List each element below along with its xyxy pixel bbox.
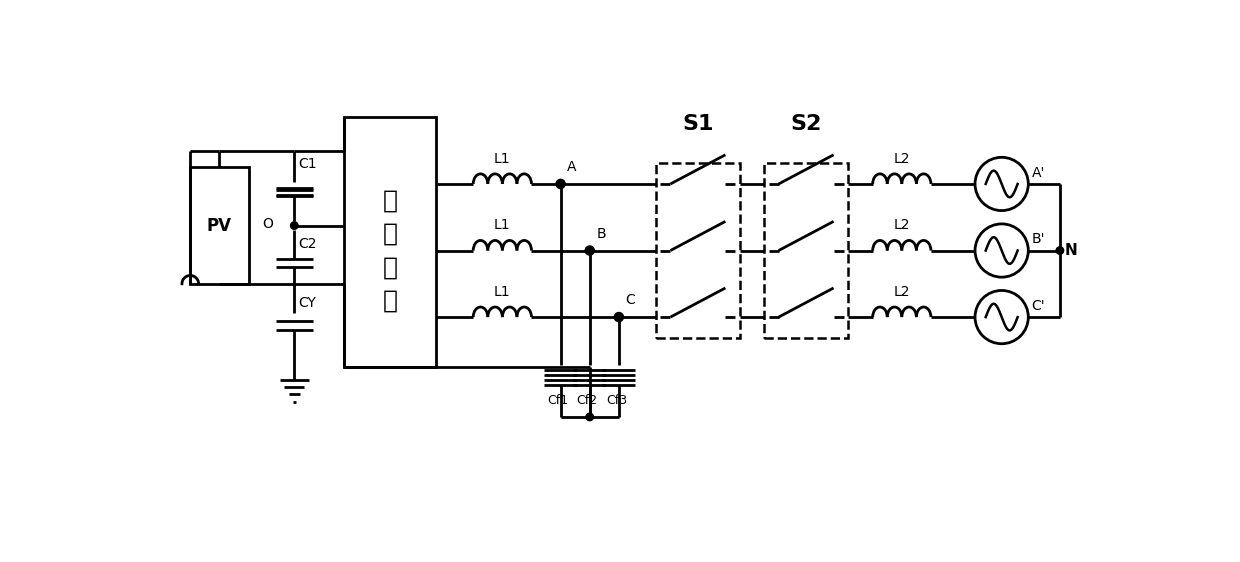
Text: C': C' [1032, 299, 1045, 313]
Text: O: O [263, 217, 274, 231]
Bar [345, 117, 435, 367]
Text: S2: S2 [790, 114, 822, 134]
Text: L2: L2 [894, 285, 910, 299]
Text: L1: L1 [494, 218, 511, 232]
Text: 变: 变 [382, 222, 398, 246]
Text: Cf2: Cf2 [577, 393, 598, 407]
Text: B: B [596, 226, 606, 241]
Text: A': A' [1032, 166, 1045, 180]
Circle shape [587, 413, 594, 421]
Text: 元: 元 [382, 288, 398, 312]
Text: CY: CY [299, 296, 316, 310]
Circle shape [290, 222, 298, 229]
Text: L1: L1 [494, 285, 511, 299]
Bar [656, 163, 739, 338]
Circle shape [556, 179, 565, 188]
Text: C2: C2 [299, 237, 317, 251]
Text: L2: L2 [894, 152, 910, 166]
Text: L2: L2 [894, 218, 910, 232]
Text: Cf1: Cf1 [548, 393, 569, 407]
Bar [190, 167, 248, 284]
Text: 单: 单 [382, 255, 398, 279]
Text: L1: L1 [494, 152, 511, 166]
Text: 逆: 逆 [382, 189, 398, 212]
Text: C1: C1 [299, 157, 317, 171]
Text: Cf3: Cf3 [606, 393, 627, 407]
Text: S1: S1 [682, 114, 714, 134]
Circle shape [614, 312, 624, 321]
Circle shape [1056, 247, 1064, 254]
Text: A: A [567, 160, 577, 174]
Text: PV: PV [207, 216, 232, 234]
Circle shape [585, 246, 594, 255]
Text: C: C [625, 293, 635, 307]
Text: N: N [1065, 243, 1078, 258]
Bar [765, 163, 848, 338]
Text: B': B' [1032, 232, 1045, 246]
